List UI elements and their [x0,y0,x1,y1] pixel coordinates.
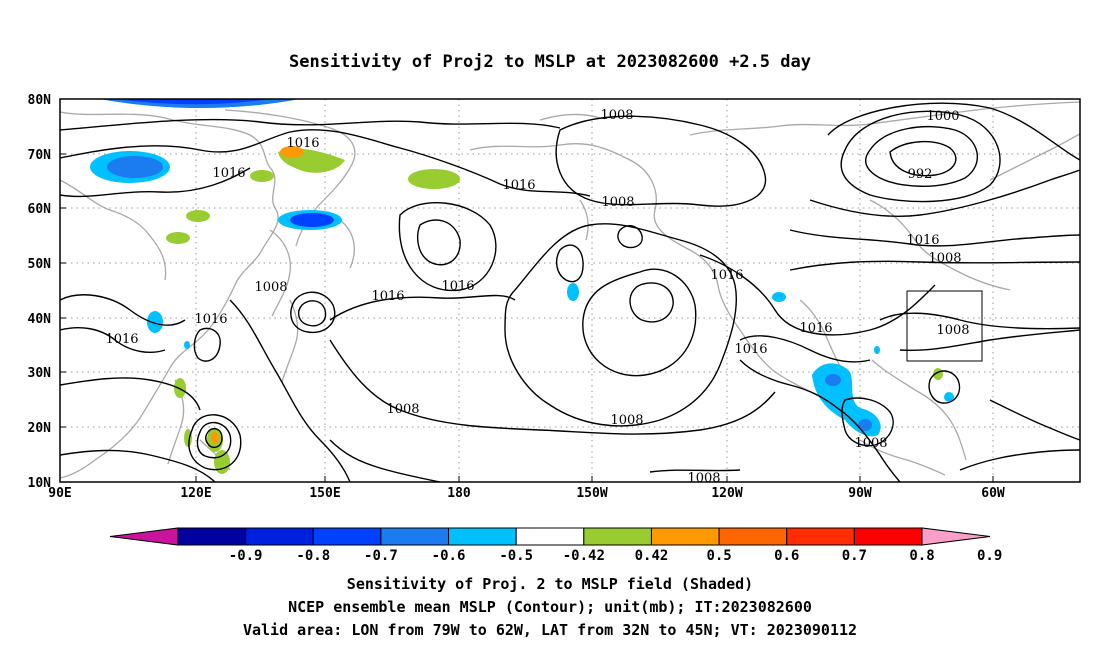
colorbar-label: 0.6 [774,548,799,564]
map-panel: 1008 1000 1016 992 1016 1016 1008 1016 1… [59,98,1081,486]
colorbar-label: -0.5 [499,548,533,564]
colorbar-label: -0.6 [432,548,466,564]
lat-tick-label: 10N [28,476,52,491]
lat-tick-label: 60N [28,202,52,217]
contour-label: 1016 [371,289,404,304]
lat-tick-label: 20N [28,421,52,436]
colorbar-cell [312,527,382,546]
colorbar: -0.9 -0.8 -0.7 -0.6 -0.5 -0.42 0.42 0.5 0.6 0.7 0.… [109,527,1003,564]
colorbar-cell [380,527,450,546]
lon-axis: 90E 120E 150E 180 150W 120W 90W 60W [48,476,1005,501]
caption-line-1: Sensitivity of Proj. 2 to MSLP field (Sh… [347,575,753,593]
contour-label: 1016 [194,312,227,327]
contour-label: 1000 [926,109,959,124]
lon-tick-label: 150W [576,486,607,501]
colorbar-label: 0.8 [909,548,934,564]
lon-tick-label: 90E [48,486,71,501]
sensitivity-shading [90,99,954,474]
contour-label: 1008 [600,108,633,123]
contour-label: 1016 [286,136,319,151]
colorbar-cell [718,527,788,546]
lat-tick-label: 30N [28,366,52,381]
caption-line-3: Valid area: LON from 79W to 62W, LAT fro… [243,621,857,639]
map-frame [59,98,1081,483]
colorbar-cell [786,527,855,546]
colorbar-label: 0.5 [706,548,731,564]
contour-label: 1008 [928,251,961,266]
colorbar-cell [177,527,247,546]
colorbar-label: -0.8 [296,548,330,564]
contour-label: 1016 [105,332,138,347]
lat-tick-label: 80N [28,93,52,108]
contour-label: 1008 [386,402,419,417]
contour-label: 992 [908,167,933,182]
lon-tick-label: 150E [309,486,340,501]
colorbar-cell [650,527,720,546]
lat-tick-label: 70N [28,148,52,163]
contour-label: 1016 [502,178,535,193]
colorbar-label: -0.9 [229,548,263,564]
contour-label: 1016 [734,342,767,357]
contour-label: 1008 [936,323,969,338]
contour-label: 1016 [212,166,245,181]
colorbar-labels: -0.9 -0.8 -0.7 -0.6 -0.5 -0.42 0.42 0.5 0.6 0.7 0.… [229,548,1003,564]
contour-labels: 1008 1000 1016 992 1016 1016 1008 1016 1… [105,108,969,486]
lat-tick-label: 40N [28,312,52,327]
colorbar-max-arrow [921,527,991,546]
contour-label: 1008 [610,413,643,428]
contour-label: 1008 [601,195,634,210]
lon-tick-label: 120W [711,486,742,501]
colorbar-cell [448,527,517,546]
contour-label: 1016 [906,233,939,248]
caption-line-2: NCEP ensemble mean MSLP (Contour); unit(… [288,598,812,616]
lon-tick-label: 90W [848,486,872,501]
figure-captions: Sensitivity of Proj. 2 to MSLP field (Sh… [243,575,857,639]
colorbar-min-arrow [109,527,179,546]
lon-tick-label: 60W [981,486,1005,501]
valid-area-box [906,290,983,362]
colorbar-cell [245,527,314,546]
colorbar-label: -0.7 [364,548,398,564]
colorbar-label: 0.9 [977,548,1002,564]
contour-label: 1008 [254,280,287,295]
contour-label: 1016 [799,321,832,336]
colorbar-label: 0.42 [635,548,669,564]
lat-tick-label: 50N [28,257,52,272]
lon-tick-label: 120E [180,486,211,501]
colorbar-cells [109,527,991,546]
colorbar-cell [853,527,923,546]
colorbar-label: 0.7 [842,548,867,564]
contour-label: 1008 [854,436,887,451]
figure-title: Sensitivity of Proj2 to MSLP at 20230826… [289,52,811,72]
lat-axis: 80N 70N 60N 50N 40N 30N 20N 10N [28,93,66,491]
contour-label: 1016 [441,279,474,294]
contour-label: 1008 [687,471,720,486]
colorbar-cell [515,527,585,546]
mslp-contours [60,102,1080,482]
colorbar-cell [583,527,652,546]
colorbar-label: -0.42 [563,548,605,564]
lon-tick-label: 180 [447,486,471,501]
contour-label: 1016 [710,268,743,283]
